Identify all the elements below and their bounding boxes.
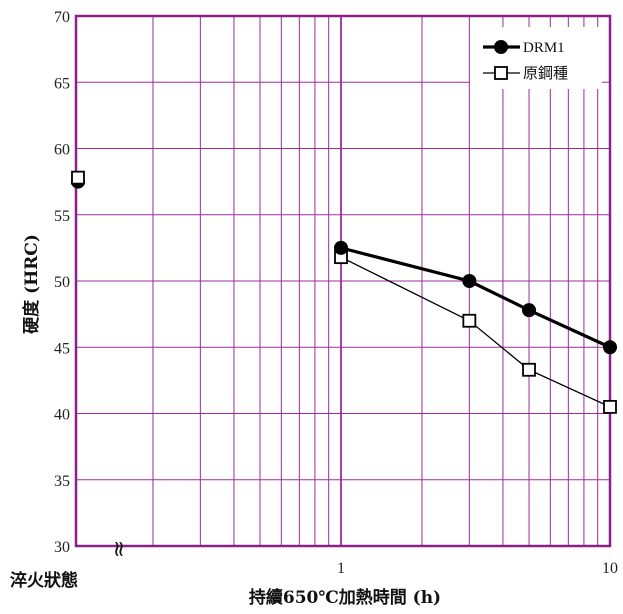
legend-marker [494,66,508,80]
data-point-baseline [71,170,85,185]
legend-marker [494,40,508,54]
baseline-category-label: 淬火狀態 [10,570,78,591]
x-tick-labels: 1 10 [337,560,618,577]
y-tick-label: 35 [54,473,70,490]
data-point [522,303,537,318]
axis-break-symbol: ≈ [106,540,131,558]
plot-frame [74,14,612,548]
y-tick-label: 65 [54,75,70,92]
legend-label: 原鋼種 [523,65,568,82]
data-point [462,313,477,328]
y-axis-title: 硬度 (HRC) [21,234,42,334]
x-axis-title: 持續650℃加熱時間 (h) [249,587,441,608]
y-tick-label: 55 [54,208,70,225]
legend-label: DRM1 [523,40,565,56]
y-tick-labels: 30 35 40 45 50 55 60 65 70 [54,9,70,556]
data-point [603,399,617,414]
series-line [340,256,611,408]
legend: DRM1 原鋼種 [470,27,602,89]
y-tick-label: 50 [54,274,70,291]
series-line [340,246,611,349]
data-point [462,274,477,288]
x-tick-label: 10 [602,560,618,577]
legend-box [470,27,602,89]
data-point [603,340,617,355]
plot-border [74,14,612,548]
x-tick-label: 1 [337,560,345,577]
series-layer [71,170,617,414]
y-tick-label: 40 [54,407,70,424]
grid [76,16,610,546]
y-tick-label: 70 [54,9,70,26]
y-tick-label: 45 [54,340,70,357]
data-point [522,362,536,377]
y-tick-label: 60 [54,142,70,159]
y-tick-label: 30 [54,539,70,556]
data-point [334,240,348,255]
